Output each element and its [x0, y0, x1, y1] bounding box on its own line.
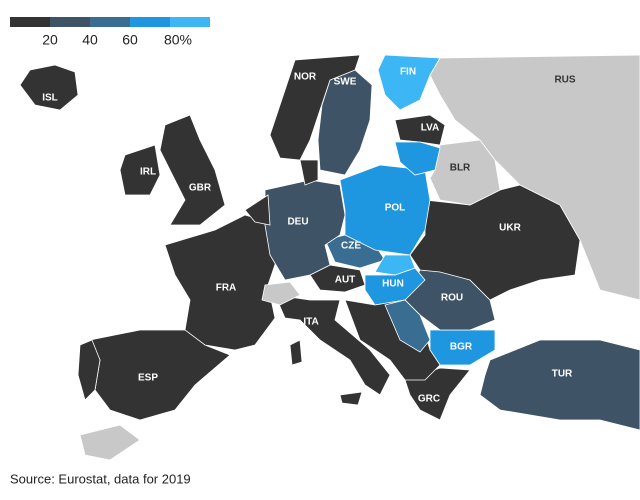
country: [274, 294, 391, 396]
country-label: GRC: [418, 394, 440, 405]
country-label: BLR: [450, 163, 471, 174]
country-label: RUS: [554, 75, 575, 86]
land: [244, 194, 271, 226]
legend-tick-label: 40: [82, 32, 98, 48]
land: [299, 159, 319, 186]
country: [409, 184, 581, 301]
land: [79, 424, 141, 461]
map: ISL NOR SWE FIN RUS LVA BLR IRL GBR DEU POL UKR CZE A…: [19, 54, 640, 461]
country-label: ITA: [303, 317, 318, 328]
legend-swatch: [50, 17, 90, 27]
source: Source: Eurostat, data for 2019: [10, 471, 191, 486]
land: [394, 141, 441, 176]
legend-tick-label: 20: [42, 32, 58, 48]
country-label: POL: [385, 203, 406, 214]
land: [374, 254, 416, 276]
country-label: AUT: [335, 275, 356, 286]
country: [339, 164, 431, 256]
country-label: ESP: [138, 373, 158, 384]
country: [479, 339, 640, 431]
country-label: UKR: [499, 223, 521, 234]
country-label: LVA: [421, 123, 440, 134]
country: [317, 69, 373, 176]
country: [119, 144, 161, 196]
country-label: HUN: [382, 279, 404, 290]
country: [429, 54, 640, 301]
land: [77, 339, 101, 401]
country: [269, 54, 361, 161]
country: [264, 179, 346, 281]
land: [289, 339, 303, 366]
country-label: GBR: [189, 183, 212, 194]
legend-tick-label: 80%: [164, 32, 192, 48]
land: [339, 391, 363, 406]
country-label: NOR: [294, 72, 317, 83]
country-label: BGR: [450, 342, 473, 353]
country-label: IRL: [140, 167, 156, 178]
legend-swatch: [10, 17, 50, 27]
legend-swatch: [130, 17, 170, 27]
land: [261, 281, 301, 306]
country: [404, 367, 471, 421]
land: [384, 299, 431, 353]
country-label: FRA: [216, 283, 237, 294]
country: [164, 214, 281, 351]
country-label: TUR: [552, 369, 573, 380]
country-label: ISL: [42, 93, 58, 104]
legend-tick-label: 60: [122, 32, 138, 48]
country-label: CZE: [341, 241, 361, 252]
legend: 20 40 60 80%: [10, 17, 210, 48]
country-label: SWE: [334, 77, 357, 88]
legend-swatch: [170, 17, 210, 27]
country-label: FIN: [400, 67, 416, 78]
country-label: ROU: [441, 293, 463, 304]
country: [19, 64, 79, 111]
country: [394, 114, 446, 146]
legend-swatch: [90, 17, 130, 27]
country: [377, 54, 441, 111]
country: [159, 114, 226, 226]
country-label: DEU: [287, 217, 308, 228]
